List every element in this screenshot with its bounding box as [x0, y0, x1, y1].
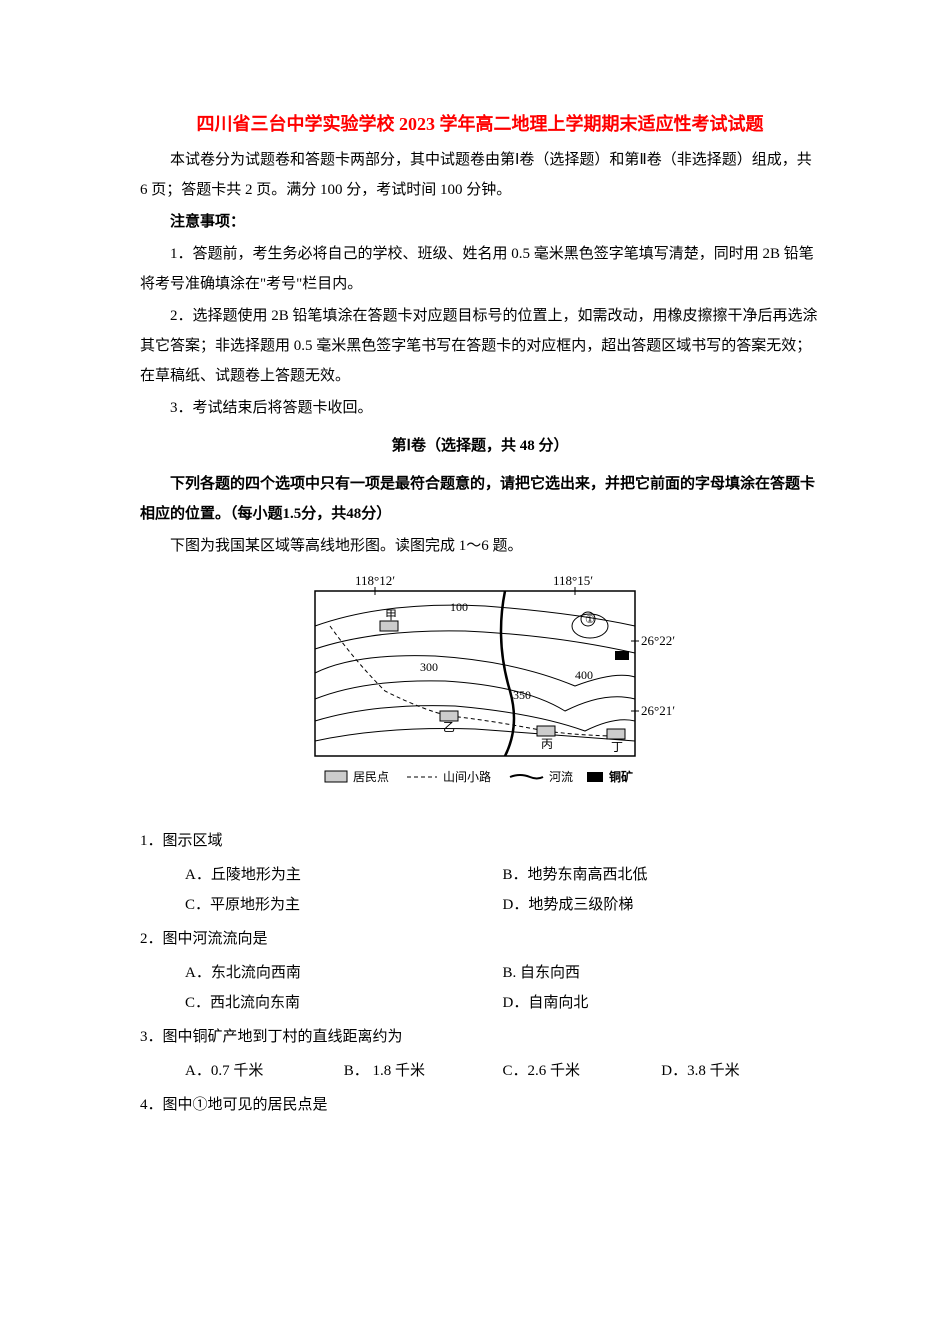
q1-opt-a: A．丘陵地形为主 — [185, 860, 503, 890]
place-ding: 丁 — [611, 740, 623, 754]
notice-1: 1．答题前，考生务必将自己的学校、班级、姓名用 0.5 毫米黑色签字笔填写清楚，… — [140, 239, 820, 299]
q3-stem: 3．图中铜矿产地到丁村的直线距离约为 — [140, 1022, 820, 1052]
contour-350: 350 — [513, 688, 531, 702]
q1-opt-d: D．地势成三级阶梯 — [503, 890, 821, 920]
q2-opt-d: D．自南向北 — [503, 988, 821, 1018]
legend-river: 河流 — [549, 770, 573, 784]
legend-copper: 铜矿 — [609, 769, 633, 784]
q2-opt-a: A．东北流向西南 — [185, 958, 503, 988]
q2-opt-c: C．西北流向东南 — [185, 988, 503, 1018]
q3-opt-d: D．3.8 千米 — [661, 1056, 820, 1086]
q1-stem: 1．图示区域 — [140, 826, 820, 856]
place-bing: 丙 — [541, 737, 553, 751]
legend-path: 山间小路 — [443, 769, 491, 784]
lat-label-2: 26°21′ — [641, 703, 675, 718]
lon-label-2: 118°15′ — [553, 573, 593, 588]
lon-label-1: 118°12′ — [355, 573, 395, 588]
q3-opt-a: A．0.7 千米 — [185, 1056, 344, 1086]
q3-opt-c: C．2.6 千米 — [503, 1056, 662, 1086]
marker-one: ① — [585, 614, 595, 626]
notice-3: 3．考试结束后将答题卡收回。 — [140, 393, 820, 423]
figure-intro: 下图为我国某区域等高线地形图。读图完成 1～6 题。 — [140, 531, 820, 561]
legend-settlement: 居民点 — [353, 770, 389, 784]
intro-para: 本试卷分为试题卷和答题卡两部分，其中试题卷由第Ⅰ卷（选择题）和第Ⅱ卷（非选择题）… — [140, 145, 820, 205]
lat-label-1: 26°22′ — [641, 633, 675, 648]
part1-header: 第Ⅰ卷（选择题，共 48 分） — [140, 431, 820, 461]
q4-stem: 4．图中①地可见的居民点是 — [140, 1090, 820, 1120]
contour-map-figure: 118°12′ 118°15′ 26°22′ 26°21′ 100 300 35… — [140, 571, 820, 796]
q2-opt-b: B. 自东向西 — [503, 958, 821, 988]
part1-instruction: 下列各题的四个选项中只有一项是最符合题意的，请把它选出来，并把它前面的字母填涂在… — [140, 469, 820, 529]
notice-header: 注意事项： — [140, 207, 820, 237]
q2-stem: 2．图中河流流向是 — [140, 924, 820, 954]
exam-title: 四川省三台中学实验学校 2023 学年高二地理上学期期末适应性考试试题 — [140, 110, 820, 139]
contour-100: 100 — [450, 600, 468, 614]
notice-2: 2．选择题使用 2B 铅笔填涂在答题卡对应题目标号的位置上，如需改动，用橡皮擦擦… — [140, 301, 820, 391]
q1-opt-c: C．平原地形为主 — [185, 890, 503, 920]
q3-opt-b: B． 1.8 千米 — [344, 1056, 503, 1086]
contour-400: 400 — [575, 668, 593, 682]
q1-opt-b: B．地势东南高西北低 — [503, 860, 821, 890]
place-jia: 甲 — [385, 608, 397, 622]
place-yi: 乙 — [443, 720, 455, 734]
contour-300: 300 — [420, 660, 438, 674]
